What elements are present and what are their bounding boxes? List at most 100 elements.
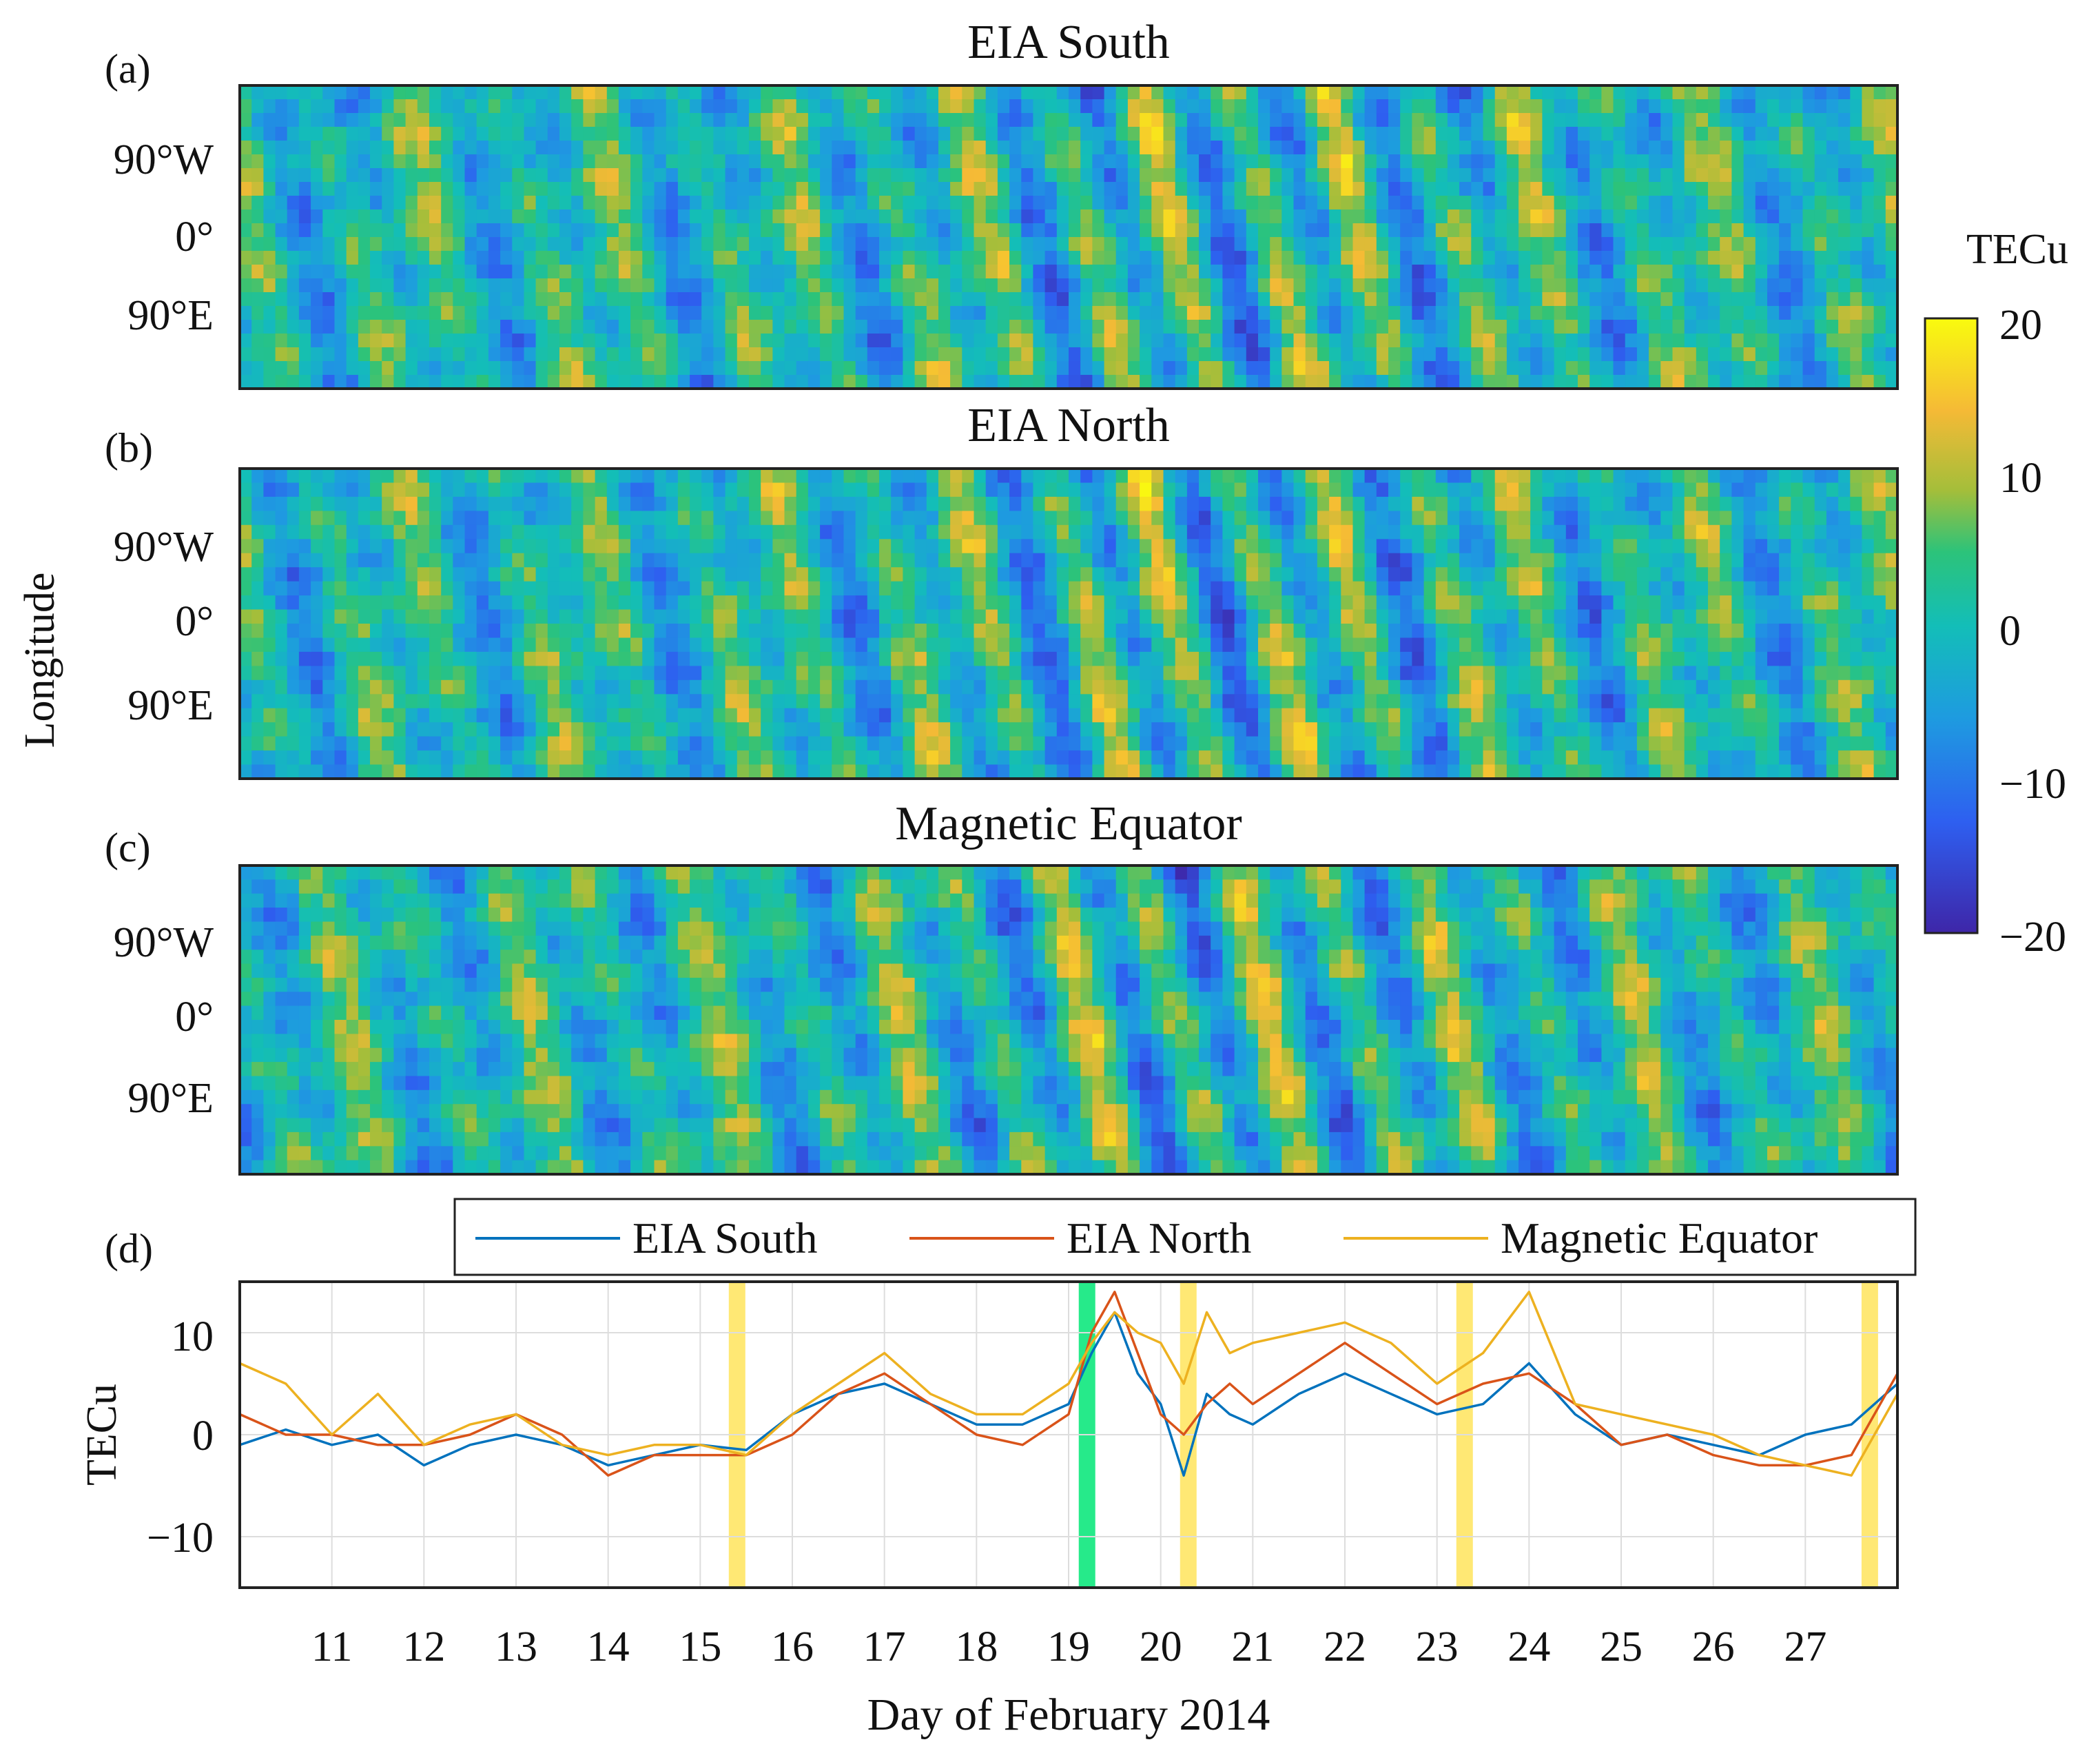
heat-cell [1104,361,1117,376]
heat-cell [1649,85,1662,100]
heat-cell [346,750,359,766]
heat-cell [441,168,454,183]
heat-cell [524,361,537,376]
heat-cell [370,666,382,681]
heat-cell [287,334,300,348]
heat-cell [358,278,371,293]
heat-cell [476,595,489,611]
heat-cell [287,708,300,723]
heat-cell [1069,320,1081,334]
heat-cell [476,624,489,639]
heat-cell [1767,154,1780,169]
heat-cell [298,511,311,526]
heat-cell [677,722,690,737]
heat-cell [749,482,761,498]
heat-cell [1234,292,1247,307]
heat-cell [275,637,288,653]
heat-cell [1530,347,1543,362]
heat-cell [690,320,703,334]
heat-cell [583,375,596,389]
heat-cell [405,708,418,723]
heat-cell [559,223,572,238]
heat-cell [1873,196,1886,210]
heat-cell [1234,581,1247,596]
heat-cell [453,482,466,498]
heat-cell [1104,306,1117,320]
heat-cell [1211,292,1224,307]
heat-cell [263,637,276,653]
heat-cell [1270,127,1283,141]
heat-cell [690,113,703,127]
heat-cell [1186,469,1200,484]
heat-cell [1601,196,1614,210]
heat-cell [1447,223,1460,238]
heat-cell [677,567,690,582]
heat-cell [772,99,785,114]
heat-cell [1186,375,1200,389]
heat-cell [701,223,714,238]
heat-cell [1175,764,1188,779]
heat-cell [630,237,644,252]
heat-cell [1033,182,1046,196]
heat-cell [441,99,454,114]
heat-cell [1672,265,1685,279]
heat-cell [464,182,477,196]
heat-cell [393,764,406,779]
heat-cell [583,347,596,362]
heat-cell [311,127,324,141]
heat-cell [453,722,466,737]
heat-cell [1767,127,1780,141]
heat-cell [1140,223,1153,238]
heat-cell [1044,113,1058,127]
heat-cell [807,306,821,320]
heat-cell [867,581,880,596]
heat-cell [1459,251,1472,265]
heat-cell [725,361,738,376]
heat-cell [690,141,703,155]
heat-cell [1305,196,1318,210]
heat-cell [1838,154,1851,169]
heat-cell [938,113,951,127]
heat-cell [1246,637,1259,653]
heat-cell [1305,265,1318,279]
heat-cell [938,581,951,596]
heat-cell [251,553,265,568]
heat-cell [891,581,904,596]
heat-cell [832,292,845,307]
heat-cell [1802,292,1815,307]
heat-cell [1080,539,1093,554]
heat-cell [583,85,596,100]
heat-cell [1791,347,1804,362]
heat-cell [950,581,963,596]
heat-cell [725,666,738,681]
heat-cell [1186,182,1200,196]
heat-cell [1519,278,1532,293]
heat-cell [559,651,572,667]
heat-cell [1127,196,1140,210]
heat-cell [772,708,785,723]
heat-cell [393,278,406,293]
heat-cell [346,666,359,681]
heat-cell [1246,511,1259,526]
heat-cell [382,141,395,155]
heat-cell [595,679,608,695]
heat-cell [1554,320,1567,334]
heat-cell [962,708,975,723]
heat-cell [855,651,868,667]
heat-cell [1140,113,1153,127]
heat-cell [334,708,347,723]
heat-cell [926,209,939,224]
heat-cell [725,375,738,389]
heat-cell [1115,750,1129,766]
heat-cell [690,666,703,681]
heat-cell [807,567,821,582]
heat-cell [820,736,833,751]
heat-cell [429,581,442,596]
heat-cell [334,278,347,293]
heat-cell [974,553,987,568]
heat-cell [1791,375,1804,389]
heat-cell [1376,237,1389,252]
heat-cell [1009,196,1022,210]
heat-cell [701,553,714,568]
heat-cell [322,334,336,348]
